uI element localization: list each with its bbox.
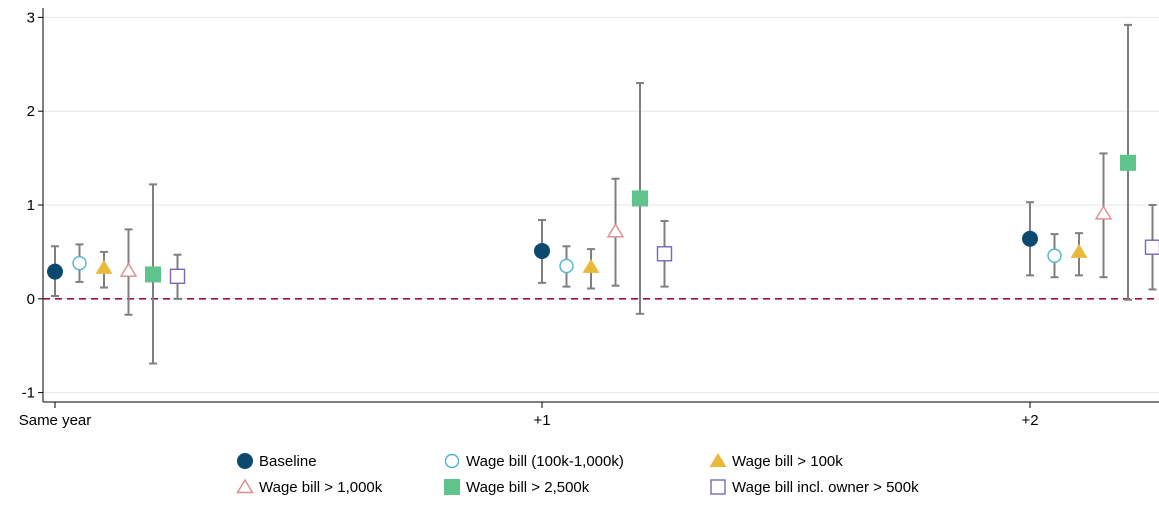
data-point: [560, 259, 573, 272]
y-tick-label: 1: [27, 197, 35, 214]
data-point: [1071, 244, 1088, 258]
legend-marker: [444, 479, 460, 495]
data-point: [1048, 249, 1061, 262]
legend-item: Wage bill > 2,500k: [444, 479, 590, 496]
data-point: [658, 247, 672, 261]
legend-item: Wage bill (100k-1,000k): [446, 453, 624, 470]
data-point: [73, 257, 86, 270]
data-point: [535, 243, 550, 258]
x-tick-label: +2: [1021, 412, 1038, 429]
legend-label: Wage bill > 2,500k: [466, 479, 590, 496]
legend-item: Wage bill > 100k: [710, 453, 844, 470]
legend-marker: [238, 454, 253, 469]
legend-label: Wage bill > 1,000k: [259, 479, 383, 496]
legend-label: Wage bill (100k-1,000k): [466, 453, 624, 470]
legend-item: Wage bill > 1,000k: [238, 479, 383, 496]
data-point: [1023, 231, 1038, 246]
data-point: [121, 264, 136, 277]
y-tick-label: 3: [27, 9, 35, 26]
data-point: [632, 190, 648, 206]
y-tick-label: 2: [27, 103, 35, 120]
data-point: [48, 264, 63, 279]
data-point: [1146, 240, 1159, 254]
legend-label: Baseline: [259, 453, 317, 470]
data-point: [171, 269, 185, 283]
data-point: [96, 260, 113, 274]
legend-marker: [446, 455, 459, 468]
legend-item: Baseline: [238, 453, 317, 470]
legend: Baseline Wage bill (100k-1,000k) Wage bill…: [238, 453, 920, 496]
y-tick-label: -1: [22, 385, 35, 402]
x-tick-label: +1: [533, 412, 550, 429]
data-point: [1096, 206, 1111, 219]
data-point: [608, 224, 623, 237]
legend-label: Wage bill > 100k: [732, 453, 843, 470]
legend-marker: [711, 480, 725, 494]
error-bar-layer: [51, 25, 1157, 364]
legend-marker: [238, 480, 253, 493]
data-point: [1120, 155, 1136, 171]
grid-layer: [43, 17, 1159, 392]
x-tick-label: Same year: [19, 412, 92, 429]
legend-item: Wage bill incl. owner > 500k: [711, 479, 919, 496]
y-tick-label: 0: [27, 291, 35, 308]
data-point: [145, 266, 161, 282]
data-point: [583, 259, 600, 273]
legend-marker: [710, 453, 727, 467]
marker-layer: [48, 155, 1159, 284]
axis-layer: -1 0 1 2 3 Same year +1 +2: [19, 8, 1159, 429]
legend-label: Wage bill incl. owner > 500k: [732, 479, 919, 496]
